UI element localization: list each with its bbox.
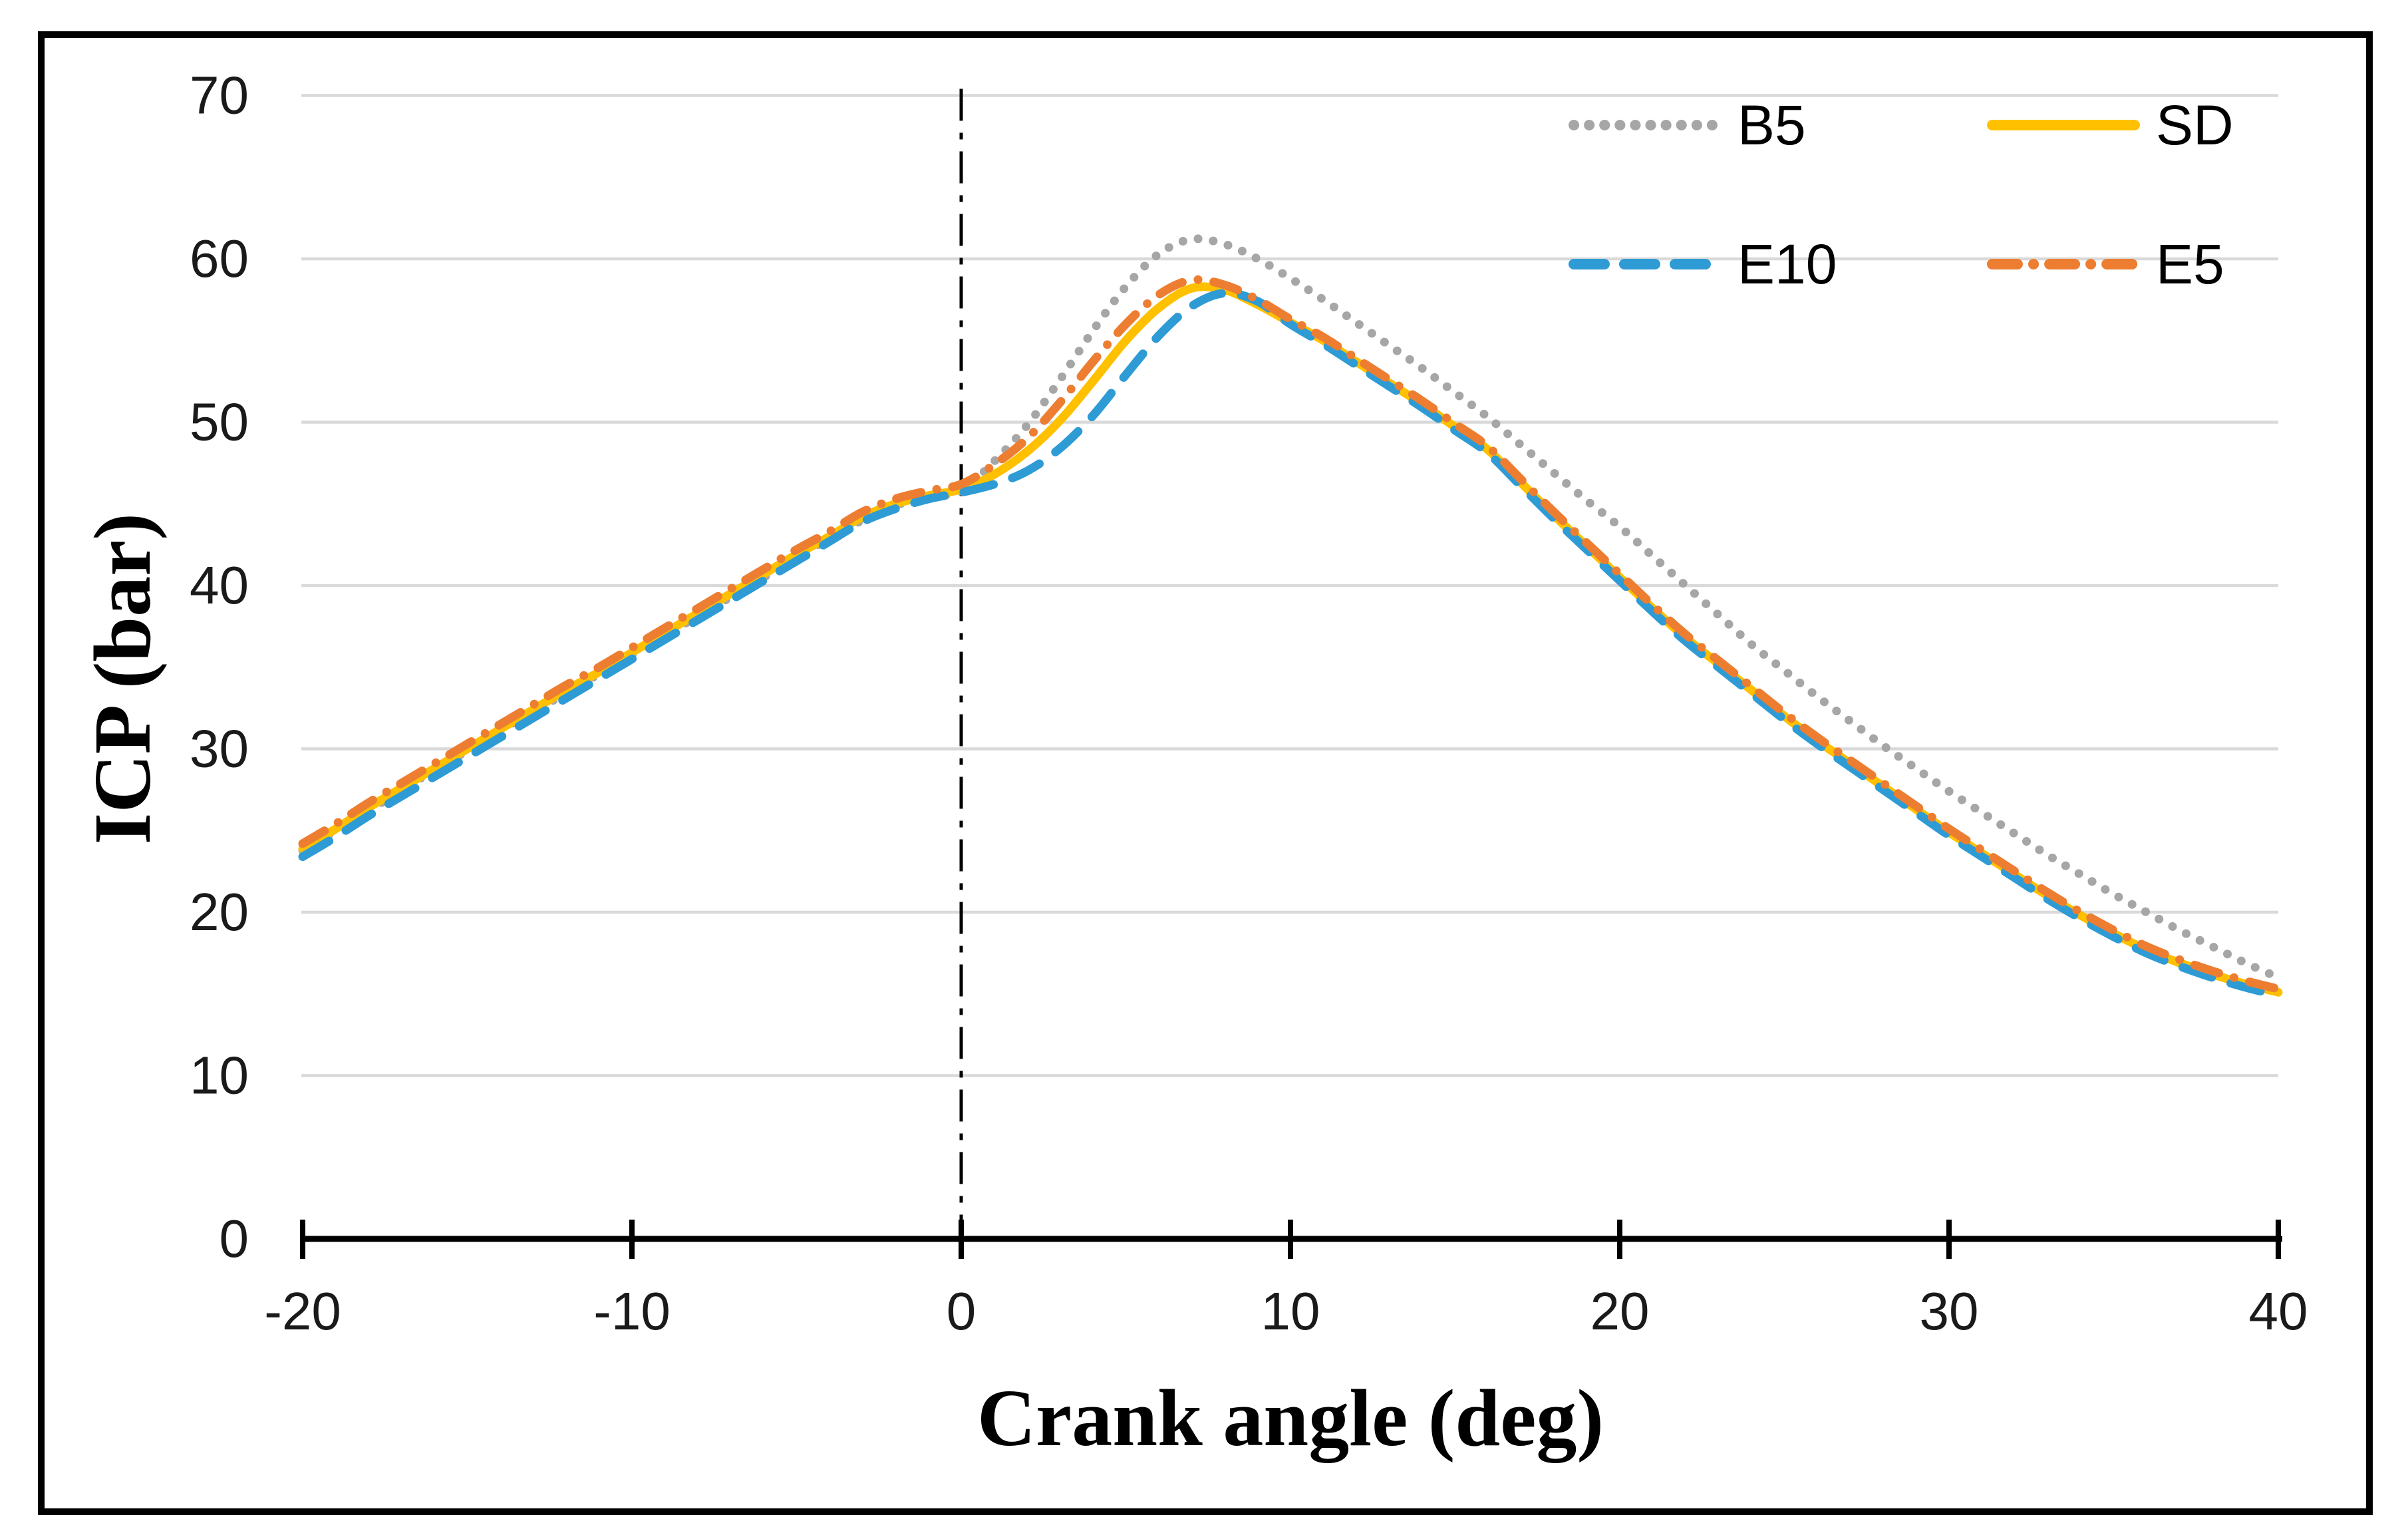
series-line-SD: [298, 282, 2283, 997]
y-tick-label-60: 60: [190, 229, 249, 288]
x-tick-label--10: -10: [593, 1281, 671, 1341]
gridlines-group: [301, 94, 2278, 1077]
legend-label-E10: E10: [1737, 233, 1837, 295]
legend-item-E10: E10: [1569, 233, 1837, 295]
legend-label-SD: SD: [2156, 94, 2234, 156]
series-line-E5: [298, 275, 2283, 993]
y-tick-label-0: 0: [220, 1209, 249, 1268]
x-axis-title: Crank angle (deg): [977, 1373, 1604, 1463]
x-tick-label-40: 40: [2249, 1281, 2308, 1341]
legend-item-E5: E5: [1987, 233, 2224, 295]
tick-labels-group: -20 -10 0 10 20 30 40 0 10 20 30 40 50 60 70: [190, 66, 2308, 1341]
y-tick-label-30: 30: [190, 719, 249, 778]
y-tick-label-50: 50: [190, 393, 249, 452]
legend-label-E5: E5: [2156, 233, 2224, 295]
series-group: [298, 234, 2283, 1000]
y-tick-label-70: 70: [190, 66, 249, 125]
x-tick-label-10: 10: [1261, 1281, 1320, 1341]
x-tick-label-30: 30: [1920, 1281, 1979, 1341]
axes-group: [300, 1220, 2282, 1259]
y-axis-title: ICP (bar): [78, 513, 168, 844]
legend-item-B5: B5: [1569, 94, 1806, 156]
y-tick-label-20: 20: [190, 882, 249, 941]
figure-border: [38, 31, 2373, 1515]
legend-group: B5 SD E10 E5: [1569, 94, 2234, 295]
y-tick-label-40: 40: [190, 556, 249, 615]
series-line-E10: [298, 288, 2283, 1000]
legend-label-B5: B5: [1737, 94, 1806, 156]
legend-item-SD: SD: [1987, 94, 2234, 156]
y-tick-label-10: 10: [190, 1046, 249, 1105]
series-line-B5: [298, 234, 2283, 982]
x-tick-label--20: -20: [264, 1281, 341, 1341]
x-tick-label-0: 0: [947, 1281, 977, 1341]
x-tick-label-20: 20: [1590, 1281, 1650, 1341]
